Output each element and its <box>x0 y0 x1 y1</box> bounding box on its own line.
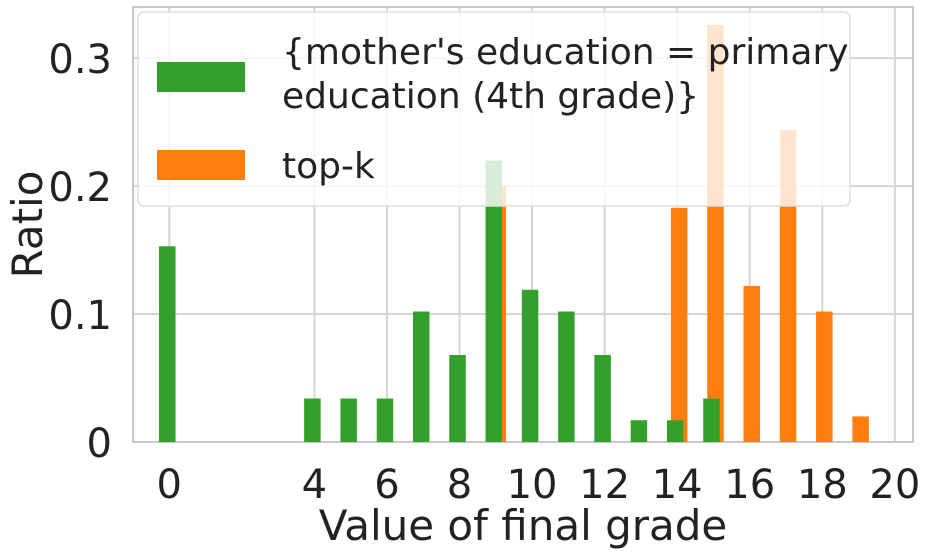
x-tick-label: 0 <box>157 462 182 508</box>
bar-mother-education <box>594 355 611 442</box>
y-axis-title: Ratio <box>3 171 52 279</box>
bar-top-k <box>816 311 833 442</box>
x-axis-title: Value of final grade <box>319 501 728 550</box>
legend-label-mother-education: {mother's education = primary education (… <box>282 32 849 117</box>
tick-labels: 0 4 6 8 10 12 14 16 18 20 0 0.1 0.2 0.3 <box>48 37 920 508</box>
y-tick-label: 0 <box>87 421 112 467</box>
x-tick-label: 20 <box>869 462 920 508</box>
bar-mother-education <box>485 160 503 442</box>
y-tick-label: 0.3 <box>48 37 112 83</box>
legend-swatch-top-k <box>157 150 245 180</box>
x-tick-label: 18 <box>797 462 848 508</box>
bar-mother-education <box>340 398 357 442</box>
bar-mother-education <box>304 398 321 442</box>
legend-label-line: education (4th grade)} <box>282 76 699 117</box>
legend: {mother's education = primary education (… <box>137 11 851 207</box>
legend-label-top-k: top-k <box>282 146 375 187</box>
bar-mother-education <box>703 398 720 442</box>
bar-top-k <box>779 129 797 442</box>
legend-box <box>137 11 851 207</box>
bar-mother-education <box>666 420 684 442</box>
y-tick-label: 0.2 <box>48 165 112 211</box>
bar-top-k <box>743 285 760 442</box>
bar-top-k <box>852 416 869 442</box>
legend-label-line: {mother's education = primary <box>282 32 849 73</box>
x-tick-label: 10 <box>507 462 558 508</box>
x-tick-label: 12 <box>579 462 630 508</box>
bars <box>159 24 869 442</box>
bar-top-k <box>670 207 688 442</box>
bar-mother-education <box>159 246 176 442</box>
bar-mother-education <box>412 311 430 442</box>
bar-mother-education <box>630 420 648 442</box>
x-tick-label: 4 <box>302 462 327 508</box>
bar-mother-education <box>449 355 466 442</box>
bar-mother-education <box>558 311 575 442</box>
y-tick-label: 0.1 <box>48 293 112 339</box>
x-tick-label: 14 <box>652 462 703 508</box>
x-tick-label: 16 <box>724 462 775 508</box>
bar-mother-education <box>521 289 539 442</box>
x-tick-label: 8 <box>447 462 472 508</box>
bar-mother-education <box>376 398 394 442</box>
x-tick-label: 6 <box>374 462 399 508</box>
legend-swatch-mother-education <box>157 62 245 92</box>
